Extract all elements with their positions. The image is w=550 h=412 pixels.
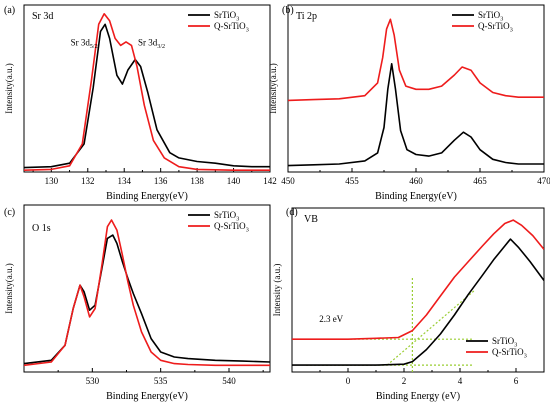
legend-label: SrTiO3 <box>214 210 239 223</box>
plot-frame <box>23 4 271 173</box>
x-tick-label: 535 <box>154 376 168 386</box>
x-tick-label: 0 <box>346 376 351 386</box>
chart-panel-b: 450 455 460 465 470 Binding Energy(eV) Intensi… <box>268 4 550 202</box>
x-tick-label: 6 <box>514 376 519 386</box>
x-axis-title: Binding Energy(eV) <box>106 391 188 402</box>
x-tick-label: 540 <box>222 376 236 386</box>
x-tick-label: 136 <box>154 176 168 186</box>
series-line-q-srtio3 <box>24 219 270 367</box>
plot-frame <box>23 204 271 373</box>
y-axis-title: Intensity(a.u.) <box>4 263 14 313</box>
legend-label: Q-SrTiO3 <box>478 21 513 34</box>
y-axis-title: Intensity(a.u.) <box>4 63 14 113</box>
series-line-srtio3 <box>288 62 544 167</box>
x-tick-label: 140 <box>227 176 241 186</box>
x-tick-label: 134 <box>117 176 131 186</box>
series-line-srtio3 <box>24 23 270 169</box>
panel-label: (b) <box>282 5 294 16</box>
panel-title: VB <box>304 214 318 225</box>
chart-panel-d: 0 2 4 6 Binding Energy (eV) Intensity (a.u.) (… <box>272 207 545 402</box>
panel-label: (c) <box>4 207 15 218</box>
series-line-srtio3 <box>292 238 544 366</box>
panel-label: (a) <box>4 5 15 16</box>
legend-label: SrTiO3 <box>214 10 239 23</box>
chart-panel-c: 530 535 540 Binding Energy(eV) Intensity(a.u… <box>4 204 271 402</box>
legend-label: SrTiO3 <box>478 10 503 23</box>
x-tick-label: 132 <box>81 176 95 186</box>
legend-label: Q-SrTiO3 <box>214 221 249 234</box>
x-tick-label: 465 <box>473 176 487 186</box>
x-tick-label: 470 <box>537 176 550 186</box>
x-tick-label: 2 <box>402 376 407 386</box>
x-axis-title: Binding Energy (eV) <box>376 391 460 402</box>
series-line-q-srtio3 <box>24 13 270 171</box>
peak-annotation: Sr 3d5/2 <box>71 37 98 50</box>
panel-label: (d) <box>286 207 298 218</box>
y-axis-title: Intensity(a.u.) <box>268 63 278 113</box>
series-line-q-srtio3 <box>292 219 544 341</box>
legend-label: SrTiO3 <box>492 336 517 349</box>
chart-panel-a: 130 132 134 136 138 140 142 Binding Energy(eV) I… <box>4 4 277 202</box>
guide-line <box>386 290 475 366</box>
panel-title: Ti 2p <box>296 11 317 22</box>
panel-title: O 1s <box>32 223 51 234</box>
legend-label: Q-SrTiO3 <box>492 347 527 360</box>
x-axis-title: Binding Energy(eV) <box>375 191 457 202</box>
series-line-q-srtio3 <box>288 18 544 102</box>
bandgap-annotation: 2.3 eV <box>319 314 343 324</box>
panel-title: Sr 3d <box>32 11 53 22</box>
x-tick-label: 530 <box>86 376 100 386</box>
x-tick-label: 138 <box>190 176 204 186</box>
x-tick-label: 460 <box>409 176 423 186</box>
plot-frame <box>291 207 545 373</box>
x-tick-label: 4 <box>458 376 463 386</box>
x-axis-title: Binding Energy(eV) <box>106 191 188 202</box>
x-tick-label: 142 <box>263 176 277 186</box>
peak-annotation: Sr 3d3/2 <box>138 37 165 50</box>
x-tick-label: 455 <box>345 176 359 186</box>
legend-label: Q-SrTiO3 <box>214 21 249 34</box>
x-tick-label: 450 <box>281 176 295 186</box>
x-tick-label: 130 <box>45 176 59 186</box>
y-axis-title: Intensity (a.u.) <box>272 264 282 317</box>
